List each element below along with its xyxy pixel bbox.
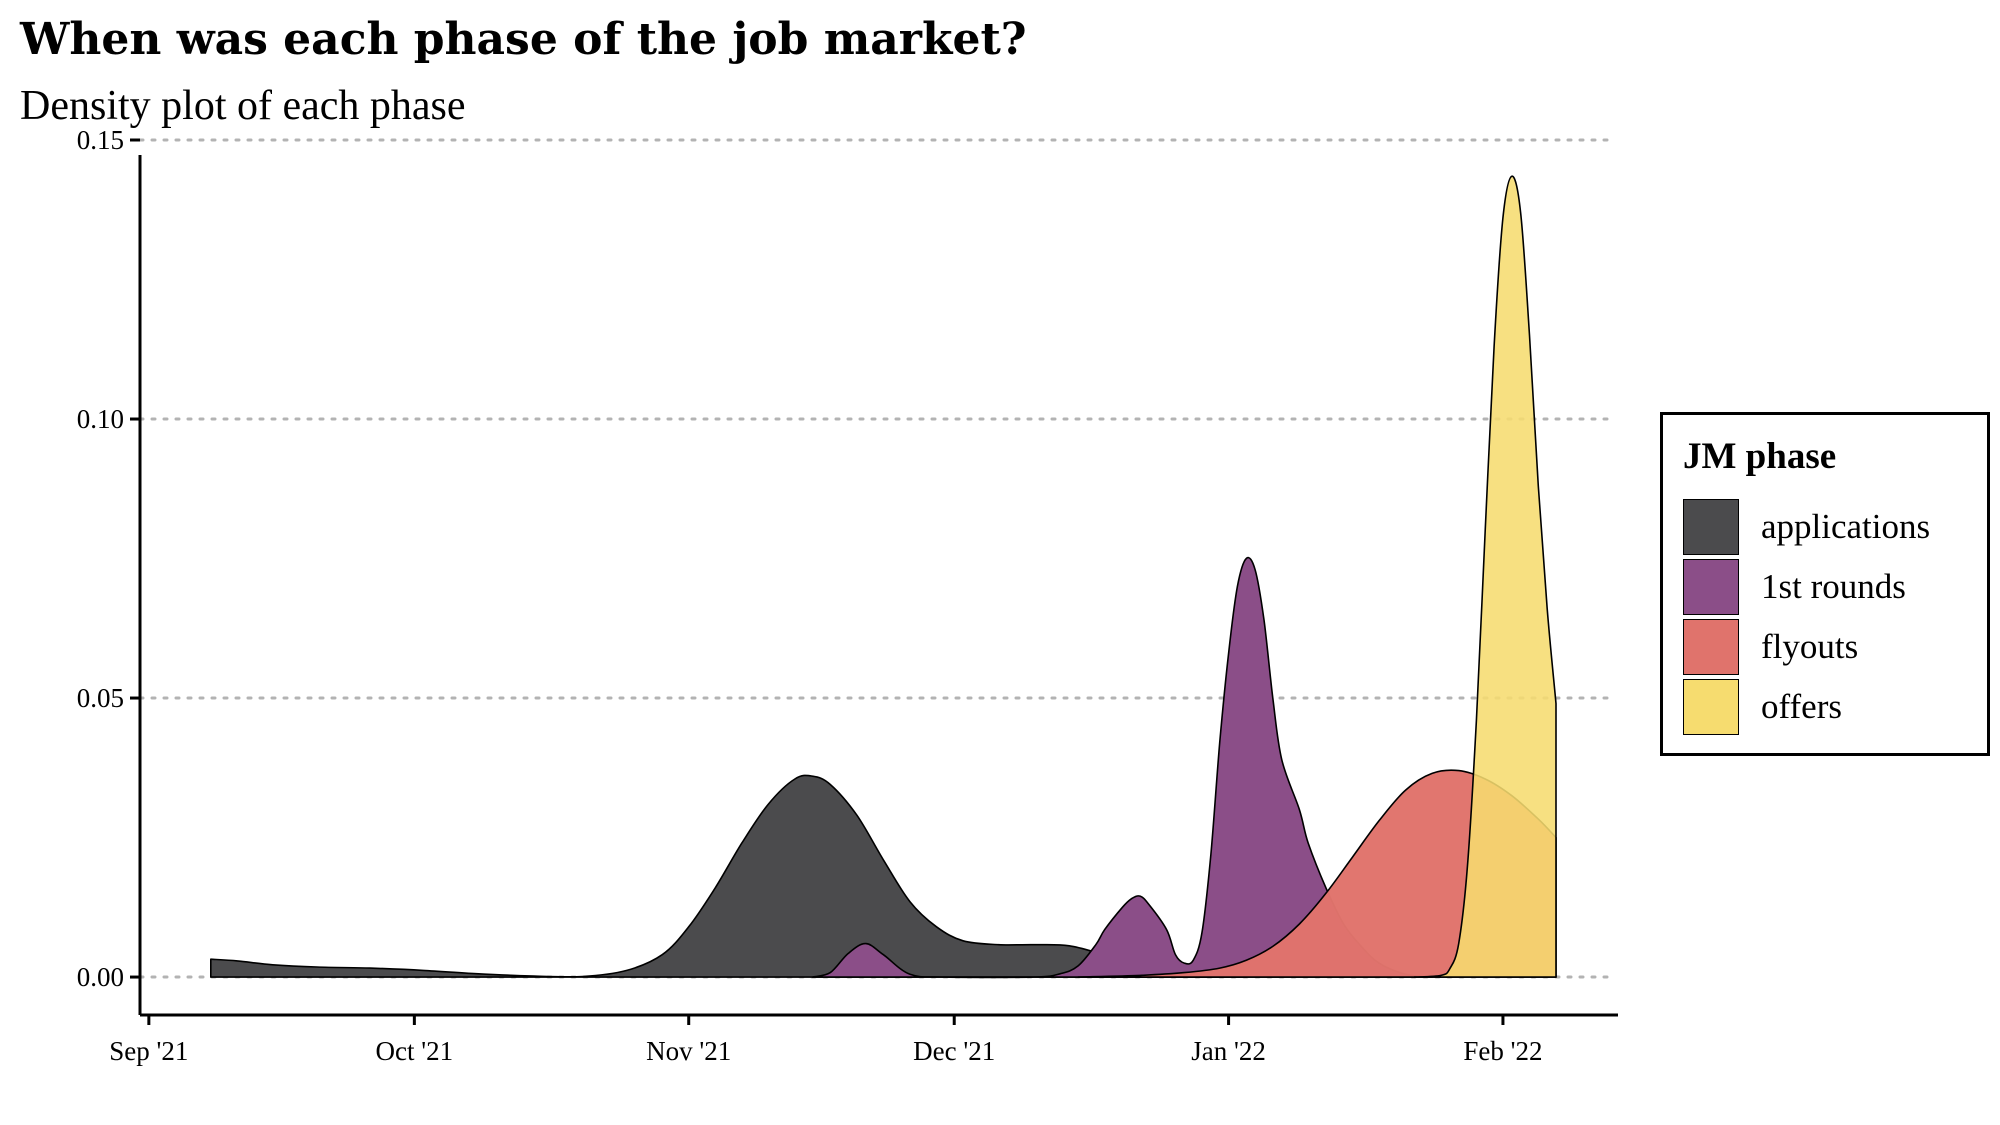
y-tick-label-2: 0.10 bbox=[77, 404, 124, 434]
chart-subtitle: Density plot of each phase bbox=[20, 83, 466, 129]
density-area-offers bbox=[1413, 175, 1557, 978]
legend-item-1st-rounds: 1st rounds bbox=[1683, 559, 1983, 619]
x-tick-label-0: Sep '21 bbox=[109, 1036, 188, 1066]
legend-item-flyouts: flyouts bbox=[1683, 619, 1983, 679]
density-plot: 0.00 0.05 0.10 0.15 Sep '21 Oct '21 Nov '21 Dec… bbox=[77, 125, 1618, 1066]
chart-title: When was each phase of the job market? bbox=[20, 14, 1027, 65]
y-tick-label-1: 0.05 bbox=[77, 683, 124, 713]
x-tick-label-1: Oct '21 bbox=[376, 1036, 454, 1066]
legend-label-offers: offers bbox=[1761, 687, 1842, 726]
density-area-applications bbox=[210, 774, 1248, 978]
density-areas bbox=[210, 175, 1557, 979]
legend-swatch-offers bbox=[1683, 679, 1739, 735]
x-tick-label-4: Jan '22 bbox=[1191, 1036, 1266, 1066]
legend-label-flyouts: flyouts bbox=[1761, 627, 1859, 666]
legend-title: JM phase bbox=[1683, 436, 1837, 477]
legend-label-1st-rounds: 1st rounds bbox=[1761, 567, 1906, 606]
legend: JM phase applications 1st rounds flyouts… bbox=[1660, 412, 1990, 756]
legend-label-applications: applications bbox=[1761, 507, 1931, 546]
legend-item-offers: offers bbox=[1683, 679, 1983, 739]
density-area-1st-rounds bbox=[811, 556, 1433, 979]
y-tick-label-3: 0.15 bbox=[77, 125, 124, 155]
x-tick-label-3: Dec '21 bbox=[913, 1036, 995, 1066]
y-tick-label-0: 0.00 bbox=[77, 962, 124, 992]
legend-swatch-flyouts bbox=[1683, 619, 1739, 675]
legend-item-applications: applications bbox=[1683, 499, 1983, 559]
legend-swatch-1st-rounds bbox=[1683, 559, 1739, 615]
x-tick-label-5: Feb '22 bbox=[1463, 1036, 1542, 1066]
x-tick-label-2: Nov '21 bbox=[646, 1036, 731, 1066]
legend-swatch-applications bbox=[1683, 499, 1739, 555]
axes: 0.00 0.05 0.10 0.15 Sep '21 Oct '21 Nov '21 Dec… bbox=[77, 125, 1618, 1066]
